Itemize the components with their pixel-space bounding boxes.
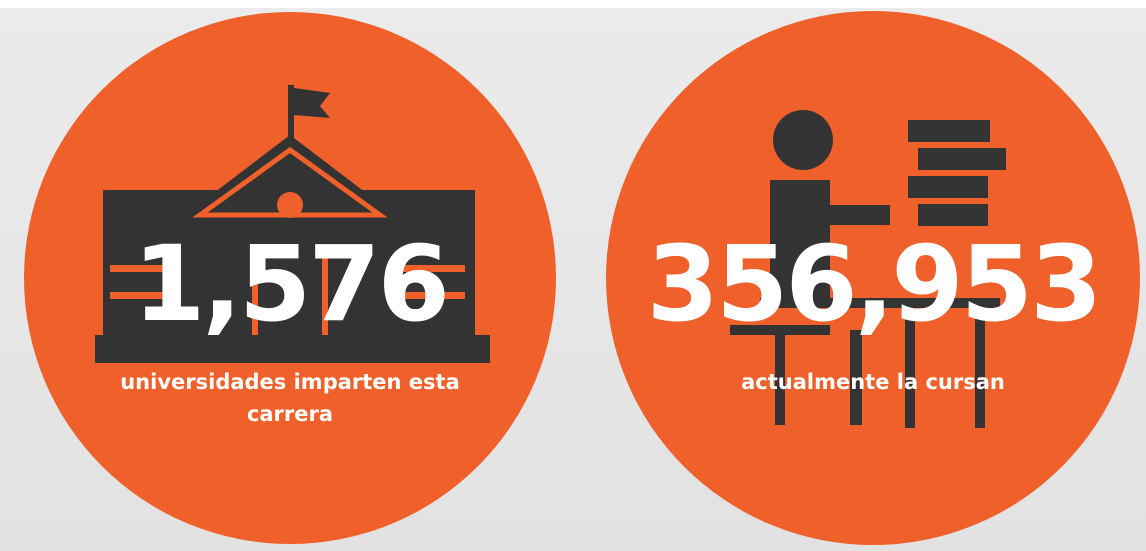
stat-number: 356,953: [646, 223, 1103, 345]
stat-number: 1,576: [133, 223, 450, 345]
stat-label: universidades imparten esta carrera: [120, 370, 460, 426]
stat-label: actualmente la cursan: [741, 370, 1005, 394]
student-icon: [730, 110, 1006, 428]
school-icon: [95, 85, 490, 363]
stat-circle: [606, 11, 1140, 545]
